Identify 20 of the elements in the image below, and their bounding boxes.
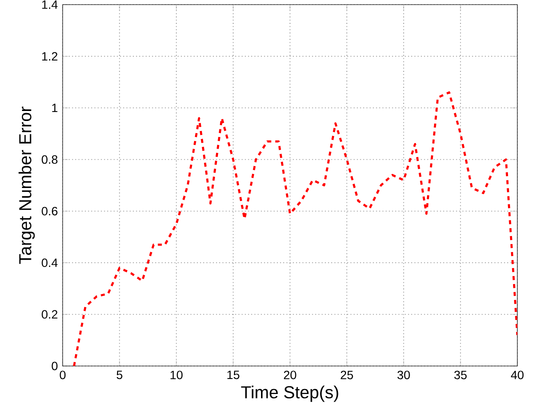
y-tick-label: 0 — [52, 362, 58, 370]
y-tick-label: 0.6 — [42, 206, 58, 216]
y-tick-label: 1.2 — [42, 52, 58, 60]
x-tick-label: 25 — [340, 370, 354, 380]
x-tick-label: 20 — [284, 370, 296, 380]
y-tick-label: 0.4 — [42, 258, 58, 268]
y-tick-label: 0.2 — [42, 310, 58, 319]
x-tick-label: 30 — [397, 370, 410, 380]
x-tick-label: 0 — [60, 370, 66, 380]
y-tick-label: 1.4 — [42, 0, 58, 9]
x-tick-label: 35 — [454, 370, 467, 380]
x-tick-label: 5 — [116, 370, 122, 380]
y-tick-label: 0.8 — [42, 155, 58, 164]
y-axis-title: Target Number Error — [18, 106, 35, 264]
x-axis-title: Time Step(s) — [241, 386, 338, 402]
line-series — [72, 91, 518, 366]
x-tick-label: 10 — [170, 370, 183, 380]
x-tick-label: 40 — [510, 370, 524, 380]
y-tick-label: 1 — [52, 104, 58, 112]
x-tick-label: 15 — [227, 370, 240, 380]
